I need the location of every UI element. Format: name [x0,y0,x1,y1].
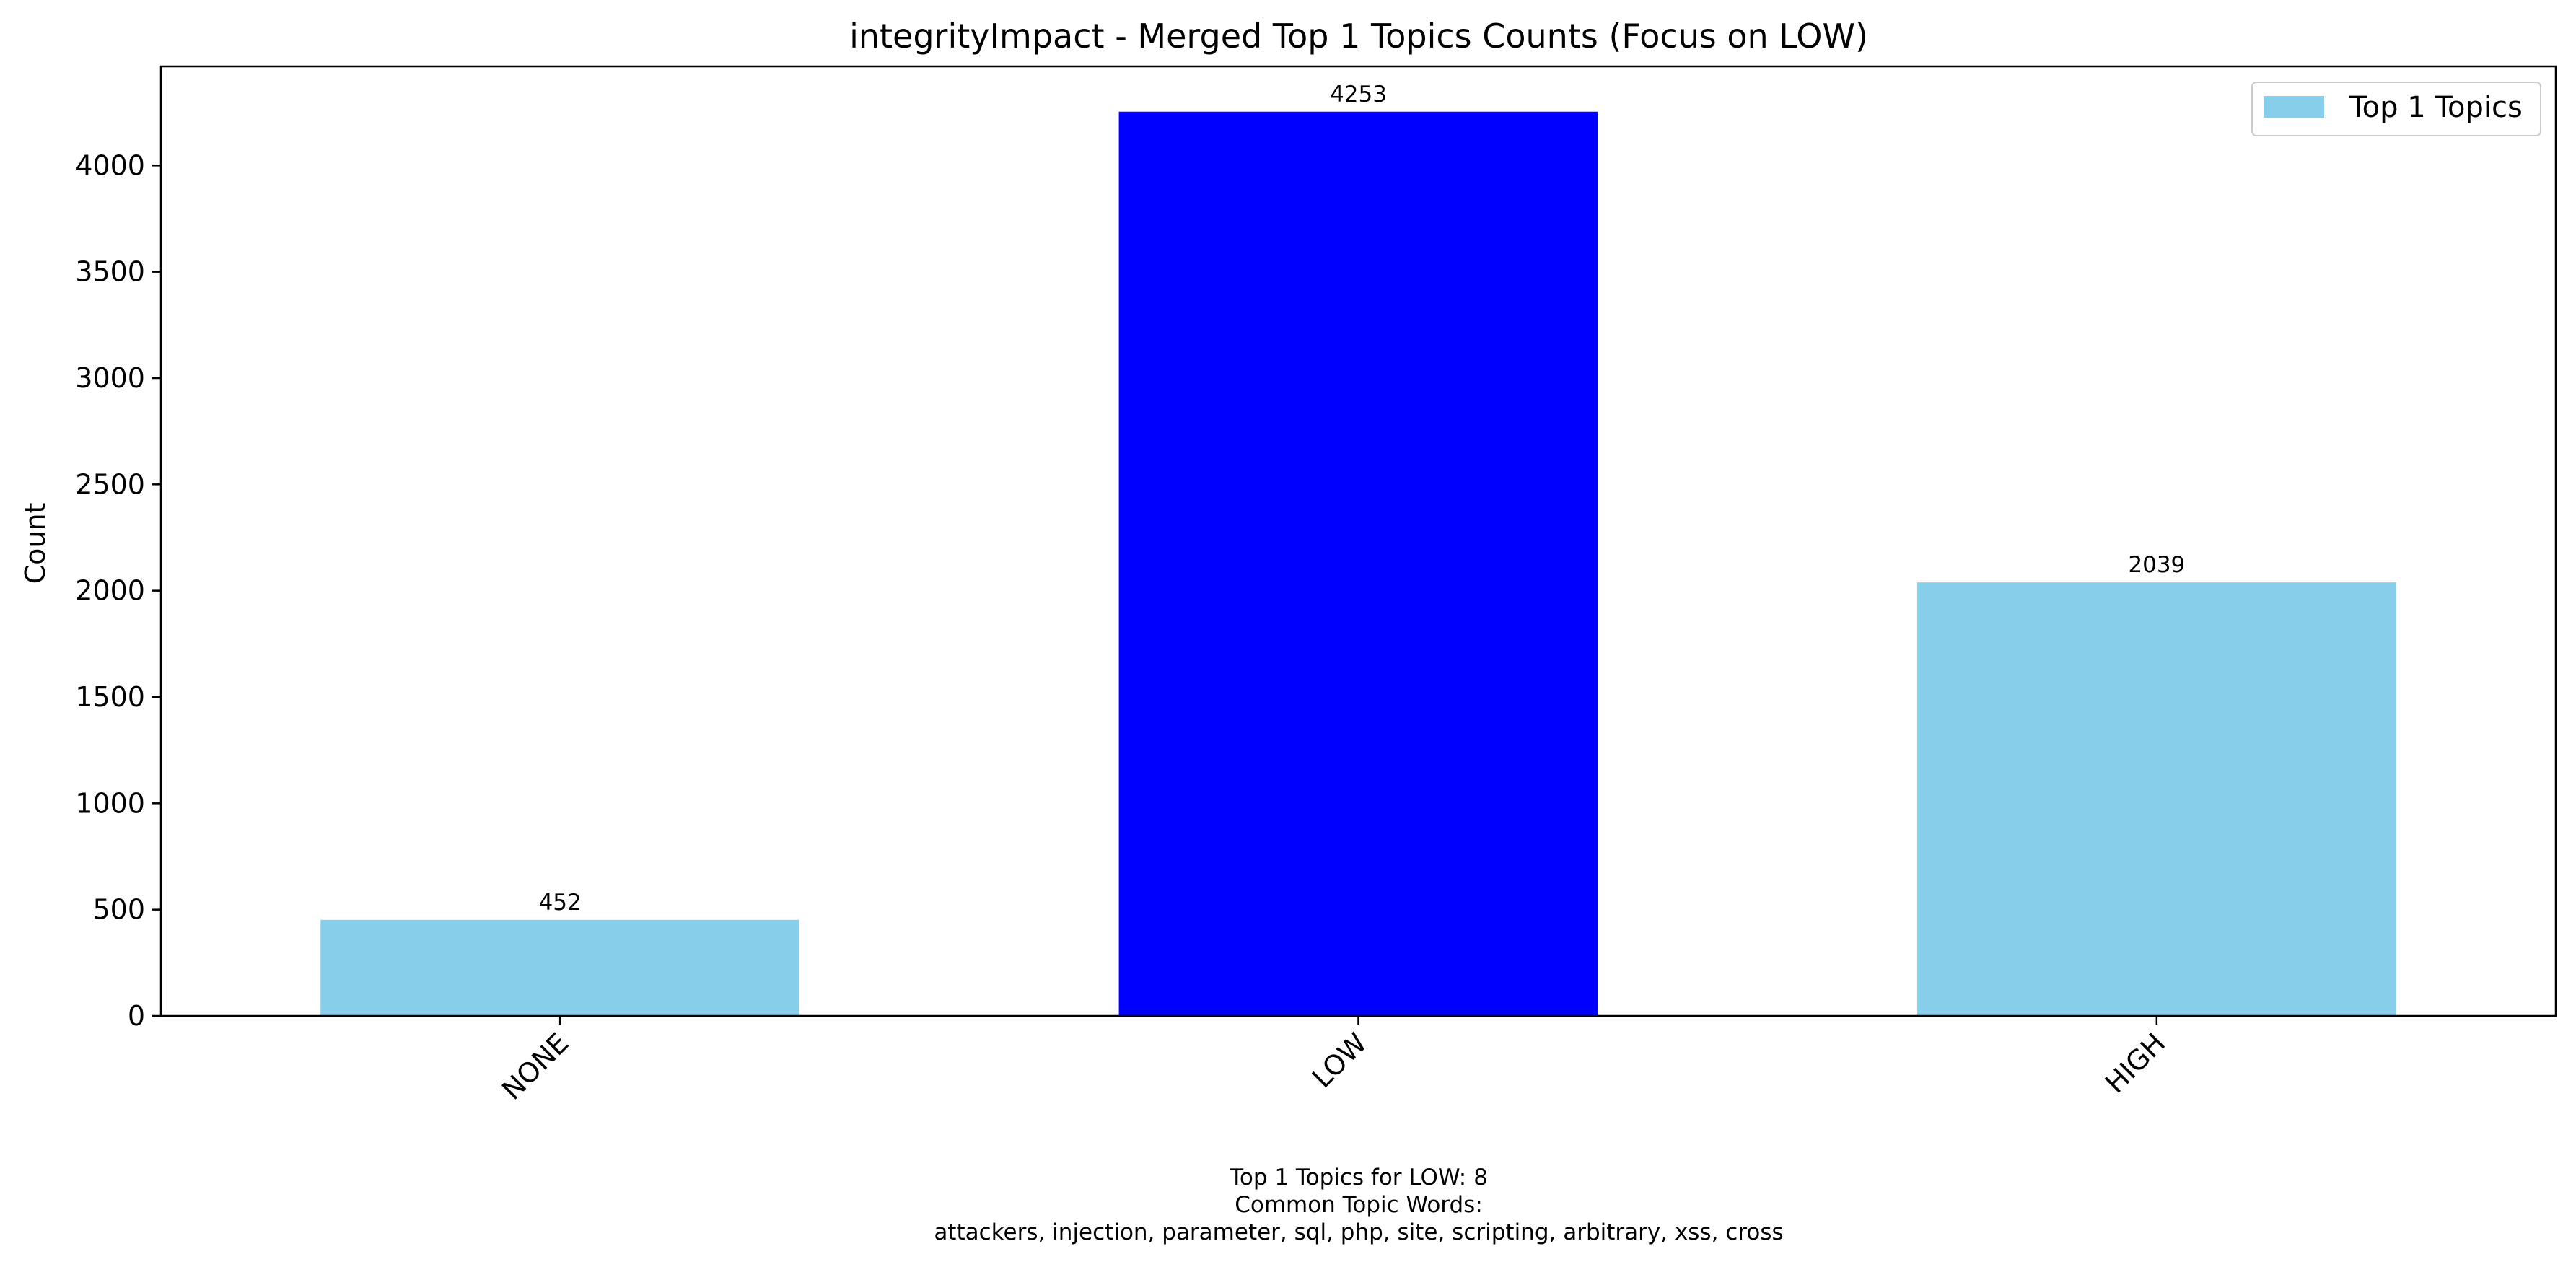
bar-high [1916,582,2396,1016]
plot-frame [159,65,2557,1017]
legend-box [2251,82,2541,136]
y-tick-label: 0 [128,1000,145,1032]
bar-low [1118,111,1598,1016]
y-axis-label: Count [19,503,51,584]
y-tick-label: 4000 [75,149,145,181]
legend-swatch [2264,96,2324,118]
y-tick-label: 3500 [75,256,145,288]
bar-value-label-low: 4253 [1330,82,1387,108]
y-tick-label: 1000 [75,787,145,819]
y-tick-label: 2000 [75,575,145,607]
bar-value-label-high: 2039 [2128,552,2185,578]
bars-group [320,111,2396,1016]
caption-line-topics-count: Top 1 Topics for LOW: 8 [1229,1165,1488,1191]
legend: Top 1 Topics [2251,82,2541,136]
legend-label: Top 1 Topics [2349,91,2523,124]
y-tick-label: 500 [92,894,145,926]
chart-title: integrityImpact - Merged Top 1 Topics Co… [849,17,1868,56]
bar-none [320,919,800,1016]
y-tick-label: 2500 [75,468,145,500]
caption-line-topic-words: attackers, injection, parameter, sql, ph… [934,1219,1783,1245]
bar-value-labels: 452 4253 2039 [539,82,2186,916]
caption-line-common-words-heading: Common Topic Words: [1235,1192,1483,1218]
caption: Top 1 Topics for LOW: 8 Common Topic Wor… [934,1165,1783,1245]
y-tick-label: 3000 [75,362,145,394]
y-axis-ticks: 0 500 1000 1500 2000 2500 3000 3500 4000 [75,149,161,1032]
y-tick-label: 1500 [75,681,145,713]
bar-value-label-none: 452 [539,890,582,916]
